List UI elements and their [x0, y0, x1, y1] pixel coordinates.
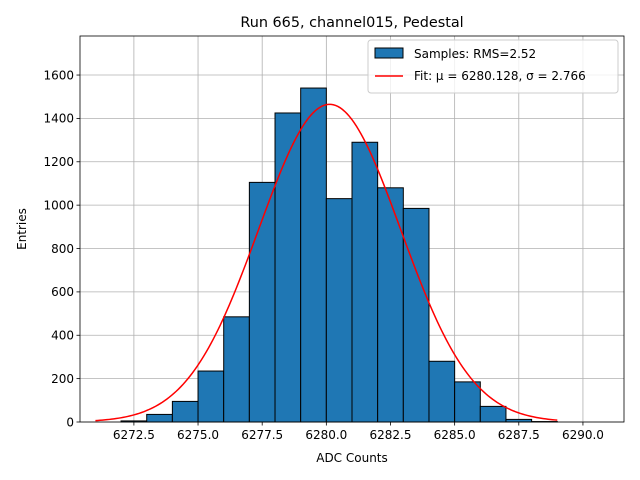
histogram-bar [454, 381, 481, 423]
y-tick-label: 400 [51, 329, 74, 343]
y-tick-label: 800 [51, 242, 74, 256]
histogram-bar [223, 316, 250, 423]
fit-curve [95, 103, 558, 422]
y-tick-label: 1000 [43, 198, 74, 212]
x-tick-label: 6275.0 [177, 428, 219, 442]
histogram-bar [479, 405, 507, 423]
histogram-bar [402, 207, 430, 423]
y-tick-label: 1600 [43, 68, 74, 82]
histogram-bars [120, 87, 558, 423]
x-tick-label: 6277.5 [241, 428, 283, 442]
y-tick-label: 1200 [43, 155, 74, 169]
y-axis-ticks: 0 200 400 600 800 1000 1200 1400 1600 [43, 68, 80, 429]
y-axis-label: Entries [15, 208, 29, 250]
histogram-bar [197, 370, 225, 423]
histogram-bar [300, 87, 327, 423]
legend: Samples: RMS=2.52 Fit: μ = 6280.128, σ =… [367, 39, 619, 94]
x-tick-label: 6272.5 [113, 428, 155, 442]
histogram-bar [171, 400, 199, 423]
y-tick-label: 600 [51, 285, 74, 299]
y-tick-label: 1400 [43, 112, 74, 126]
x-axis-label: ADC Counts [316, 451, 388, 465]
legend-box [367, 39, 619, 94]
x-axis-ticks: 6272.5 6275.0 6277.5 6280.0 6282.5 6285.0 6287… [113, 422, 604, 442]
chart-title: Run 665, channel015, Pedestal [240, 15, 463, 31]
histogram-bar [325, 198, 353, 423]
fit-curve-group [95, 103, 558, 422]
x-tick-label: 6280.0 [305, 428, 347, 442]
histogram-bar [428, 360, 456, 423]
y-tick-label: 0 [66, 415, 74, 429]
x-tick-label: 6287.5 [498, 428, 540, 442]
plot-frame [79, 35, 625, 423]
legend-histogram-label: Samples: RMS=2.52 [414, 47, 536, 61]
histogram-bar [377, 187, 404, 423]
legend-histogram-swatch [374, 47, 404, 59]
y-tick-label: 200 [51, 372, 74, 386]
histogram-bar [274, 112, 302, 423]
histogram-bar [146, 413, 173, 423]
histogram-bar [248, 181, 276, 423]
legend-fit-label: Fit: μ = 6280.128, σ = 2.766 [414, 69, 586, 83]
x-tick-label: 6290.0 [562, 428, 604, 442]
x-tick-label: 6285.0 [434, 428, 476, 442]
histogram-bar [351, 141, 379, 423]
x-tick-label: 6282.5 [369, 428, 411, 442]
